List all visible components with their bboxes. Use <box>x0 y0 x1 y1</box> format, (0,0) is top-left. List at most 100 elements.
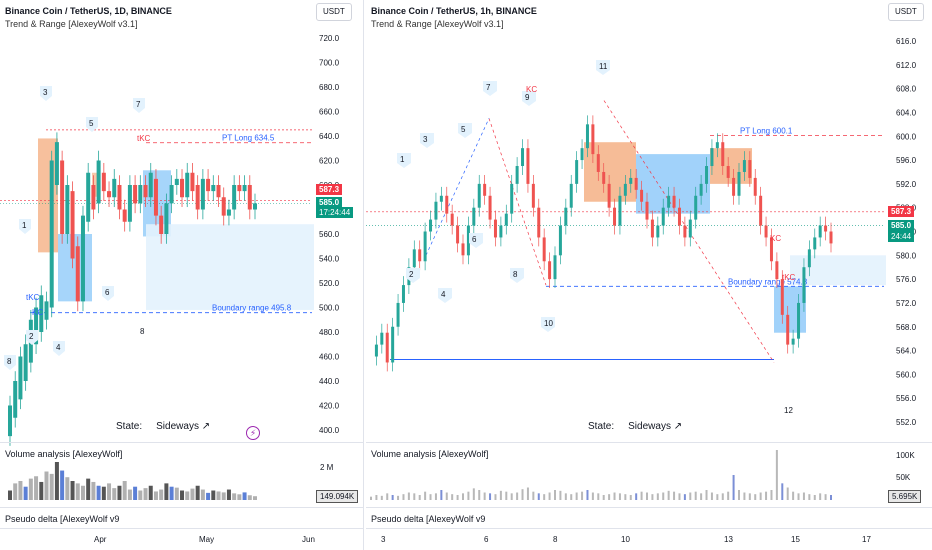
price-axis-tick: 596.0 <box>896 156 917 165</box>
volume-bar <box>548 492 551 500</box>
indicator-title[interactable]: Trend & Range [AlexeyWolf v3.1] <box>5 19 138 29</box>
volume-bar <box>543 494 546 500</box>
wave-marker <box>596 60 610 75</box>
candle-body <box>107 191 112 198</box>
volume-bar <box>710 492 713 500</box>
candle-body <box>117 185 122 210</box>
candle-body <box>44 301 49 320</box>
pane-separator[interactable] <box>366 507 932 508</box>
wave-marker <box>438 288 452 303</box>
volume-bar <box>237 494 242 500</box>
volume-bar <box>418 495 421 500</box>
candle-body <box>694 195 698 220</box>
candle-body <box>759 195 763 226</box>
volume-bar <box>759 492 762 500</box>
volume-bar <box>581 491 584 500</box>
candle-body <box>54 142 59 185</box>
volume-bar <box>721 493 724 500</box>
volume-bar <box>127 489 132 500</box>
volume-bar <box>117 485 122 500</box>
candle-body <box>542 237 546 262</box>
volume-bar <box>169 486 174 500</box>
volume-bar <box>96 485 101 500</box>
price-tag-last-green: 585.0 <box>888 220 915 231</box>
indicator-title[interactable]: Trend & Range [AlexeyWolf v3.1] <box>371 19 504 29</box>
wave-label: 11 <box>599 62 608 71</box>
price-axis-tick: 564.0 <box>896 347 917 356</box>
candle-body <box>112 178 117 198</box>
price-axis-tick: 720.0 <box>319 34 340 43</box>
price-tag-last-red: 587.3 <box>888 206 915 217</box>
symbol-title[interactable]: Binance Coin / TetherUS, 1h, BINANCE <box>371 6 537 16</box>
wave-marker <box>469 233 483 248</box>
chart-pane-hourly[interactable]: 616.0612.0608.0604.0600.0596.0592.0588.0… <box>366 0 932 550</box>
candle-body <box>813 237 817 250</box>
demand-zone <box>58 234 92 302</box>
candle-body <box>412 249 416 268</box>
volume-bar <box>754 494 757 500</box>
candle-body <box>596 154 600 172</box>
pane-separator[interactable] <box>0 442 363 443</box>
volume-bar <box>792 491 795 500</box>
wave-label: 1 <box>400 155 405 164</box>
candle-body <box>732 177 736 196</box>
price-axis-tick: 556.0 <box>896 394 917 403</box>
volume-pane-title[interactable]: Volume analysis [AlexeyWolf] <box>371 449 489 459</box>
pane-separator[interactable] <box>0 507 363 508</box>
currency-button[interactable]: USDT <box>888 3 924 21</box>
candle-body <box>200 178 205 210</box>
candle-body <box>122 209 127 222</box>
wave-marker <box>4 355 16 370</box>
volume-bar <box>786 487 789 500</box>
candle-body <box>667 195 671 208</box>
volume-bar <box>253 496 257 500</box>
candle-body <box>764 225 768 238</box>
wave-marker <box>458 123 472 138</box>
price-axis-tick: 620.0 <box>319 157 340 166</box>
candle-body <box>775 261 779 280</box>
candle-body <box>434 201 438 220</box>
volume-bar <box>716 494 719 500</box>
chart-pane-daily[interactable]: 720.0700.0680.0660.0640.0620.0600.0580.0… <box>0 0 364 550</box>
kc-label: tKC <box>26 293 40 302</box>
candle-body <box>380 332 384 345</box>
candle-body <box>607 183 611 208</box>
candle-body <box>753 177 757 196</box>
candle-body <box>515 166 519 184</box>
candle-body <box>575 160 579 184</box>
volume-bar <box>813 495 816 500</box>
volume-bar <box>159 489 164 500</box>
pane-separator[interactable] <box>366 442 932 443</box>
wave-label: 2 <box>409 270 414 279</box>
flash-icon[interactable]: ⚡ <box>246 426 260 440</box>
delta-pane-title[interactable]: Pseudo delta [AlexeyWolf v9 <box>371 514 486 524</box>
supply-zone <box>92 172 100 197</box>
volume-bar <box>107 483 112 500</box>
volume-bar <box>86 478 91 500</box>
wave-label: 4 <box>56 343 61 352</box>
volume-bar <box>743 492 746 500</box>
state-readout: State: Sideways ↗ <box>116 421 210 432</box>
volume-bar <box>591 492 594 500</box>
symbol-title[interactable]: Binance Coin / TetherUS, 1D, BINANCE <box>5 6 172 16</box>
price-axis-tick: 572.0 <box>896 299 917 308</box>
hourly-chart-canvas[interactable]: 616.0612.0608.0604.0600.0596.0592.0588.0… <box>366 0 932 550</box>
volume-bar <box>781 483 784 500</box>
candle-body <box>211 185 216 192</box>
volume-pane-title[interactable]: Volume analysis [AlexeyWolf] <box>5 449 123 459</box>
date-axis-tick: 6 <box>484 535 489 544</box>
volume-bar <box>608 494 611 500</box>
candle-body <box>569 183 573 208</box>
currency-button[interactable]: USDT <box>316 3 352 21</box>
wave-label: 5 <box>89 119 94 128</box>
daily-chart-canvas[interactable]: 720.0700.0680.0660.0640.0620.0600.0580.0… <box>0 0 364 550</box>
candle-body <box>456 225 460 244</box>
volume-bar <box>683 494 686 500</box>
volume-bar <box>429 494 432 500</box>
volume-bar <box>80 485 85 500</box>
delta-pane-title[interactable]: Pseudo delta [AlexeyWolf v9 <box>5 514 120 524</box>
candle-body <box>472 207 476 226</box>
candle-body <box>521 148 525 167</box>
volume-bar <box>819 493 822 500</box>
volume-bar <box>148 485 153 500</box>
